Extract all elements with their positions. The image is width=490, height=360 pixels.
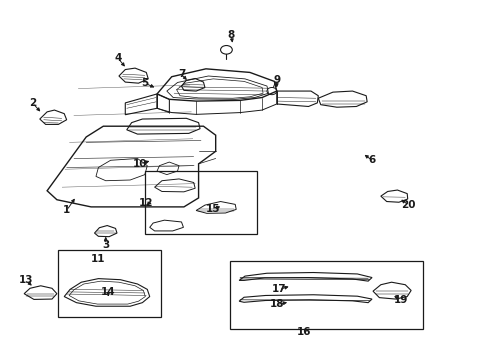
Text: 9: 9 <box>273 75 280 85</box>
Text: 1: 1 <box>63 206 70 216</box>
Text: 10: 10 <box>133 159 147 169</box>
Text: 7: 7 <box>178 69 185 79</box>
Text: 20: 20 <box>401 200 416 210</box>
Text: 19: 19 <box>394 295 409 305</box>
Text: 5: 5 <box>141 78 148 88</box>
Text: 6: 6 <box>368 155 376 165</box>
Text: 3: 3 <box>102 239 109 249</box>
Text: 12: 12 <box>139 198 153 208</box>
Bar <box>230 261 423 329</box>
Text: 18: 18 <box>270 300 284 310</box>
Text: 15: 15 <box>206 204 220 214</box>
Bar <box>145 171 257 234</box>
Text: 14: 14 <box>101 287 116 297</box>
Bar <box>58 249 161 317</box>
Text: 8: 8 <box>228 30 235 40</box>
Text: 13: 13 <box>19 275 33 285</box>
Text: 17: 17 <box>272 284 287 294</box>
Text: 11: 11 <box>91 254 106 264</box>
Text: 16: 16 <box>296 327 311 337</box>
Text: 4: 4 <box>114 53 122 63</box>
Text: 2: 2 <box>29 98 36 108</box>
